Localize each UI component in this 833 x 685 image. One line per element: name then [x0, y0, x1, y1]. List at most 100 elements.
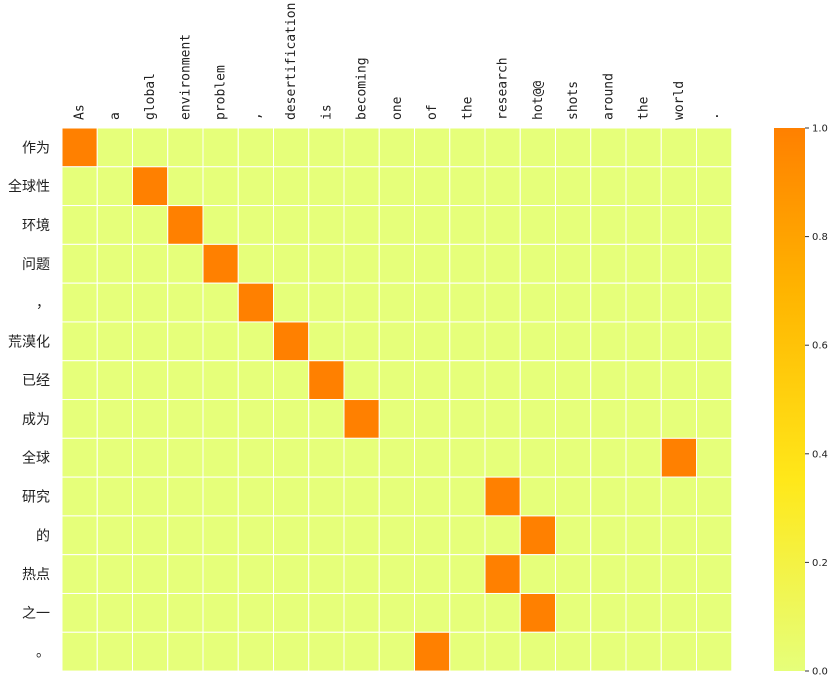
heatmap-cell	[555, 476, 592, 517]
row-label: ，	[36, 296, 50, 312]
heatmap-cell	[273, 437, 310, 478]
heatmap-cell	[590, 205, 627, 245]
column-label: one	[390, 96, 405, 120]
heatmap-cell	[167, 399, 204, 439]
heatmap-cell	[132, 282, 169, 323]
heatmap-cell	[696, 554, 733, 594]
heatmap-cell	[696, 399, 733, 439]
heatmap-cell	[449, 360, 486, 401]
heatmap-cell	[96, 282, 133, 323]
colorbar-tick-label: 0.0	[812, 667, 828, 678]
heatmap-cell	[696, 360, 733, 401]
heatmap-cell	[273, 515, 310, 556]
heatmap-cell	[96, 554, 133, 594]
heatmap-cell	[273, 166, 310, 207]
column-label: the	[460, 96, 475, 120]
heatmap-cell	[308, 515, 345, 556]
heatmap-cell	[273, 476, 310, 517]
heatmap-cell	[414, 631, 451, 672]
row-label: 荒漠化	[8, 334, 50, 350]
heatmap-cell	[132, 321, 169, 362]
heatmap-cell	[555, 631, 592, 672]
heatmap-cell	[590, 360, 627, 401]
row-label: 问题	[22, 257, 50, 273]
heatmap-cell	[308, 592, 345, 633]
heatmap-cell	[308, 360, 345, 401]
heatmap-cell	[590, 399, 627, 439]
heatmap-cell	[696, 127, 733, 168]
heatmap-cell	[308, 243, 345, 284]
heatmap-cell	[519, 399, 556, 439]
heatmap-cell	[61, 205, 98, 245]
heatmap-cell	[378, 554, 415, 594]
heatmap-cell	[343, 360, 380, 401]
heatmap-cell	[61, 592, 98, 633]
heatmap-cell	[414, 399, 451, 439]
heatmap-cell	[96, 476, 133, 517]
heatmap-cell	[96, 321, 133, 362]
heatmap-cell	[343, 554, 380, 594]
heatmap-cell	[237, 166, 274, 207]
heatmap-cell	[414, 554, 451, 594]
row-label: 环境	[22, 218, 50, 234]
heatmap-cell	[449, 399, 486, 439]
heatmap-cell	[449, 243, 486, 284]
row-label: 作为	[22, 140, 50, 156]
heatmap-cell	[167, 360, 204, 401]
column-label: global	[143, 73, 158, 120]
heatmap-cell	[414, 437, 451, 478]
heatmap-cell	[343, 515, 380, 556]
heatmap-cell	[484, 437, 521, 478]
heatmap-cell	[590, 515, 627, 556]
heatmap-cell	[343, 321, 380, 362]
row-label: 研究	[22, 490, 50, 506]
heatmap-cell	[237, 515, 274, 556]
heatmap-cell	[167, 282, 204, 323]
column-label: environment	[178, 34, 193, 120]
heatmap-cell	[625, 166, 662, 207]
heatmap-cell	[308, 282, 345, 323]
heatmap-cell	[414, 166, 451, 207]
heatmap-cell	[96, 592, 133, 633]
heatmap-cell	[61, 282, 98, 323]
heatmap-cell	[449, 554, 486, 594]
heatmap-cell	[378, 592, 415, 633]
column-label: is	[319, 104, 334, 120]
heatmap-cell	[449, 321, 486, 362]
heatmap-cell	[484, 631, 521, 672]
row-label: 全球	[22, 450, 50, 467]
heatmap-cell	[378, 399, 415, 439]
heatmap-cell	[167, 205, 204, 245]
colorbar-tick-label: 0.2	[812, 558, 828, 569]
heatmap-cell	[519, 205, 556, 245]
heatmap-cell	[660, 476, 697, 517]
heatmap-cell	[202, 592, 239, 633]
heatmap-cell	[660, 399, 697, 439]
heatmap-cell	[167, 127, 204, 168]
colorbar-tick-label: 0.4	[812, 449, 828, 460]
colorbar-tick-label: 0.8	[812, 232, 828, 243]
heatmap-cell	[167, 166, 204, 207]
heatmap-cell	[132, 360, 169, 401]
heatmap-cell	[590, 166, 627, 207]
heatmap-cell	[132, 476, 169, 517]
heatmap-cells	[61, 127, 733, 672]
heatmap-cell	[96, 360, 133, 401]
heatmap-cell	[590, 127, 627, 168]
heatmap-cell	[167, 592, 204, 633]
heatmap-cell	[167, 321, 204, 362]
heatmap-cell	[343, 437, 380, 478]
row-label: 全球性	[8, 178, 50, 195]
heatmap-cell	[555, 321, 592, 362]
heatmap-cell	[378, 631, 415, 672]
heatmap-cell	[202, 166, 239, 207]
heatmap-cell	[237, 282, 274, 323]
heatmap-cell	[660, 360, 697, 401]
heatmap-cell	[378, 476, 415, 517]
heatmap-cell	[660, 321, 697, 362]
heatmap-cell	[61, 631, 98, 672]
heatmap-cell	[449, 476, 486, 517]
heatmap-cell	[61, 399, 98, 439]
heatmap-cell	[660, 166, 697, 207]
